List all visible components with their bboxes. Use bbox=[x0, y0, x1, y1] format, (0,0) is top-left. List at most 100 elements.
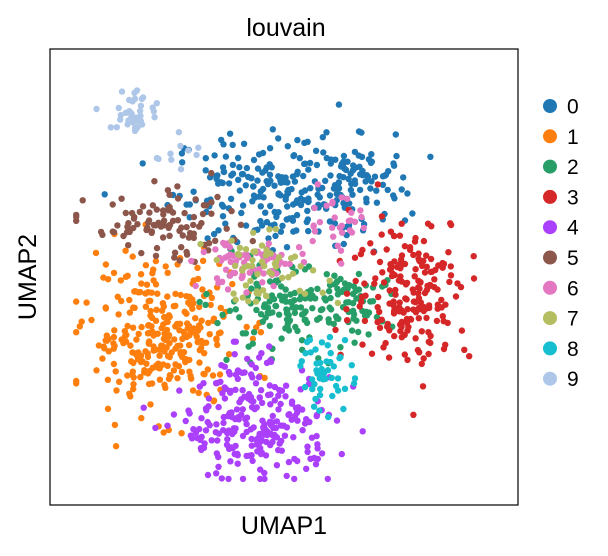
point bbox=[273, 258, 280, 266]
point bbox=[415, 250, 422, 257]
point bbox=[301, 290, 309, 297]
point bbox=[213, 450, 220, 457]
point bbox=[198, 415, 205, 422]
point bbox=[143, 281, 151, 288]
point bbox=[461, 346, 468, 353]
point bbox=[263, 359, 271, 367]
point bbox=[147, 401, 154, 408]
point bbox=[220, 419, 227, 427]
point bbox=[113, 124, 121, 131]
point bbox=[249, 457, 256, 465]
point bbox=[250, 329, 258, 336]
legend-item-5: 5 bbox=[543, 247, 579, 270]
point bbox=[327, 294, 334, 302]
point bbox=[92, 249, 100, 257]
point bbox=[266, 343, 273, 350]
point bbox=[111, 327, 118, 334]
point bbox=[112, 443, 120, 450]
legend-label: 5 bbox=[567, 247, 579, 270]
point bbox=[266, 278, 274, 285]
point bbox=[227, 258, 234, 265]
point bbox=[229, 269, 236, 277]
point bbox=[447, 272, 455, 279]
point bbox=[302, 160, 309, 167]
point bbox=[355, 286, 363, 293]
point bbox=[273, 462, 281, 469]
point bbox=[144, 224, 151, 231]
point bbox=[458, 327, 466, 334]
point bbox=[400, 309, 407, 316]
point bbox=[216, 371, 224, 378]
point bbox=[212, 237, 219, 244]
point bbox=[249, 335, 257, 343]
point bbox=[259, 318, 266, 325]
point bbox=[178, 244, 185, 251]
point bbox=[130, 304, 137, 311]
point bbox=[174, 195, 182, 202]
point bbox=[327, 349, 334, 357]
point bbox=[418, 262, 426, 270]
point bbox=[278, 283, 285, 290]
point bbox=[124, 121, 131, 128]
point bbox=[252, 298, 260, 305]
point bbox=[301, 316, 308, 324]
point bbox=[257, 217, 264, 225]
plot-frame bbox=[49, 48, 519, 506]
point bbox=[175, 129, 183, 136]
point bbox=[239, 330, 246, 337]
point bbox=[350, 315, 357, 322]
point bbox=[240, 264, 248, 271]
point bbox=[381, 172, 389, 179]
point bbox=[242, 282, 250, 289]
point bbox=[343, 317, 351, 324]
point bbox=[325, 288, 333, 295]
point bbox=[164, 334, 172, 341]
point bbox=[361, 280, 368, 287]
point bbox=[211, 152, 218, 159]
point bbox=[117, 277, 125, 284]
point bbox=[125, 242, 132, 249]
point bbox=[345, 175, 352, 183]
point bbox=[313, 432, 320, 440]
legend-marker bbox=[543, 311, 557, 326]
point bbox=[401, 351, 408, 358]
point bbox=[253, 280, 260, 287]
point bbox=[190, 213, 198, 221]
point bbox=[365, 331, 372, 338]
point bbox=[174, 183, 181, 190]
point bbox=[167, 206, 174, 214]
point bbox=[390, 160, 397, 167]
point bbox=[178, 150, 186, 157]
point bbox=[187, 432, 194, 439]
point bbox=[138, 95, 146, 103]
point bbox=[330, 233, 337, 240]
point bbox=[391, 332, 398, 340]
point bbox=[380, 279, 388, 286]
point bbox=[336, 172, 343, 180]
point bbox=[186, 229, 194, 237]
point bbox=[219, 311, 226, 318]
point bbox=[316, 391, 324, 399]
point bbox=[97, 228, 105, 236]
point bbox=[378, 213, 386, 220]
point bbox=[255, 193, 263, 200]
point bbox=[302, 350, 309, 357]
point bbox=[232, 371, 240, 378]
point bbox=[136, 107, 144, 115]
point bbox=[284, 179, 291, 186]
point bbox=[107, 124, 115, 131]
point bbox=[220, 427, 227, 434]
point bbox=[426, 281, 434, 289]
point bbox=[88, 316, 95, 324]
point bbox=[243, 164, 251, 172]
legend-item-1: 1 bbox=[543, 126, 579, 149]
point bbox=[139, 358, 146, 365]
point bbox=[254, 177, 261, 184]
point bbox=[261, 301, 268, 308]
point bbox=[186, 356, 193, 364]
series-0 bbox=[101, 101, 434, 255]
point bbox=[277, 192, 284, 199]
point bbox=[259, 279, 266, 286]
point bbox=[222, 153, 230, 160]
point bbox=[409, 210, 416, 217]
